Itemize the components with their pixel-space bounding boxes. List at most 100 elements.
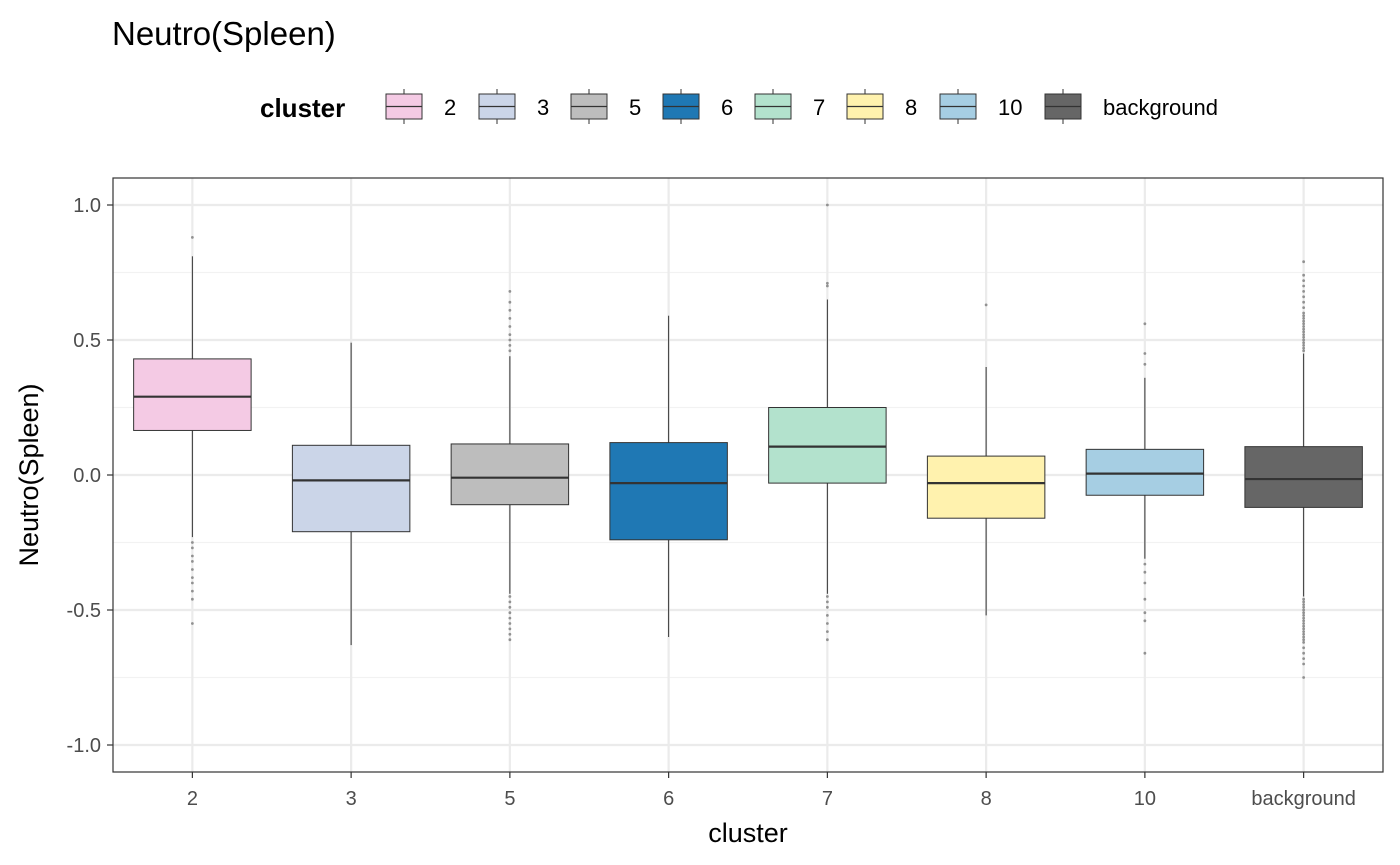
legend-entry: background [1044,89,1218,124]
outlier-point [508,300,512,304]
outlier-point [508,611,512,615]
outlier-point [1302,330,1306,334]
legend-label: 10 [998,95,1022,120]
outlier-point [1302,605,1306,609]
outlier-point [190,622,194,625]
x-tick-label: 2 [187,788,198,810]
box-group [609,315,728,637]
box [609,442,728,541]
outlier-point [1302,627,1306,631]
box-group [1244,260,1363,679]
outlier-point [508,627,512,631]
outlier-point [1302,657,1306,660]
outlier-point [1302,608,1306,612]
box-group [450,290,570,642]
outlier-point [1302,311,1306,315]
box-group [1085,322,1205,655]
outlier-point [190,546,194,550]
outlier-point [508,638,512,642]
legend-entry: 2 [385,89,456,124]
x-tick-label: 6 [663,788,674,810]
outlier-point [1302,624,1306,628]
outlier-point [508,616,512,620]
outlier-point [1302,279,1306,282]
y-axis: -1.0 -0.5 0.0 0.5 1.0 [67,195,113,757]
legend-entry: 8 [846,89,917,124]
legend-title: cluster [260,93,345,123]
legend-entry: 10 [939,89,1022,124]
outlier-point [1302,325,1306,328]
legend-label: 5 [629,95,641,120]
outlier-point [1302,319,1306,323]
legend-label: 8 [905,95,917,120]
outlier-point [190,560,194,563]
y-tick-label: -1.0 [67,735,101,757]
x-tick-label: 10 [1134,788,1156,810]
outlier-point [1143,651,1147,655]
y-tick-label: 0.5 [73,330,101,352]
outlier-point [1302,646,1306,650]
outlier-point [1143,352,1147,355]
legend-label: 3 [537,95,549,120]
outlier-point [1302,338,1306,342]
outlier-point [190,597,194,601]
outlier-point [1302,600,1306,604]
outlier-point [1143,362,1147,366]
outlier-point [1302,597,1306,601]
legend-entry: 7 [754,89,825,124]
box-group [926,303,1046,616]
outlier-point [1302,614,1306,617]
y-tick-label: 1.0 [73,195,101,217]
outlier-point [190,589,194,593]
outlier-point [1302,306,1306,309]
outlier-point [1302,635,1306,639]
x-tick-label: 3 [346,788,357,810]
outlier-point [508,338,512,342]
outlier-point [825,203,829,207]
outlier-point [1302,295,1306,299]
outlier-point [190,581,194,585]
box [291,444,411,533]
outlier-point [1302,676,1306,679]
outlier-point [1302,651,1306,655]
y-tick-label: 0.0 [73,465,101,487]
outlier-point [1302,349,1306,353]
box [1244,446,1363,508]
outlier-point [190,541,194,544]
outlier-point [1302,662,1306,666]
box [768,407,887,484]
outlier-point [1302,322,1306,326]
y-axis-title: Neutro(Spleen) [14,383,44,566]
outlier-point [508,595,512,598]
x-tick-label: 8 [981,788,992,810]
x-tick-label: 5 [504,788,515,810]
outlier-point [1302,290,1306,293]
y-tick-label: -0.5 [67,600,101,622]
outlier-point [825,281,829,285]
box [450,443,570,506]
box-group [291,342,411,646]
outlier-point [508,600,512,604]
outlier-point [508,317,512,320]
outlier-point [825,600,829,604]
legend-entry: 6 [662,89,733,124]
outlier-point [508,632,512,636]
outlier-point [1302,344,1306,347]
outlier-point [984,303,988,307]
outlier-point [825,630,829,633]
legend-label: 7 [813,95,825,120]
legend: cluster 2 3 5 6 7 8 10 background [260,89,1218,124]
outlier-point [1302,641,1306,644]
outlier-point [1143,570,1147,574]
outlier-point [825,284,829,288]
outlier-point [825,614,829,617]
legend-label: 2 [444,95,456,120]
x-axis: 2 3 5 6 7 8 10 background [187,772,1356,810]
outlier-point [1302,317,1306,320]
outlier-point [1302,333,1306,336]
outlier-point [1143,581,1147,585]
legend-label: background [1103,95,1218,120]
outlier-point [1302,273,1306,277]
outlier-point [508,290,512,293]
